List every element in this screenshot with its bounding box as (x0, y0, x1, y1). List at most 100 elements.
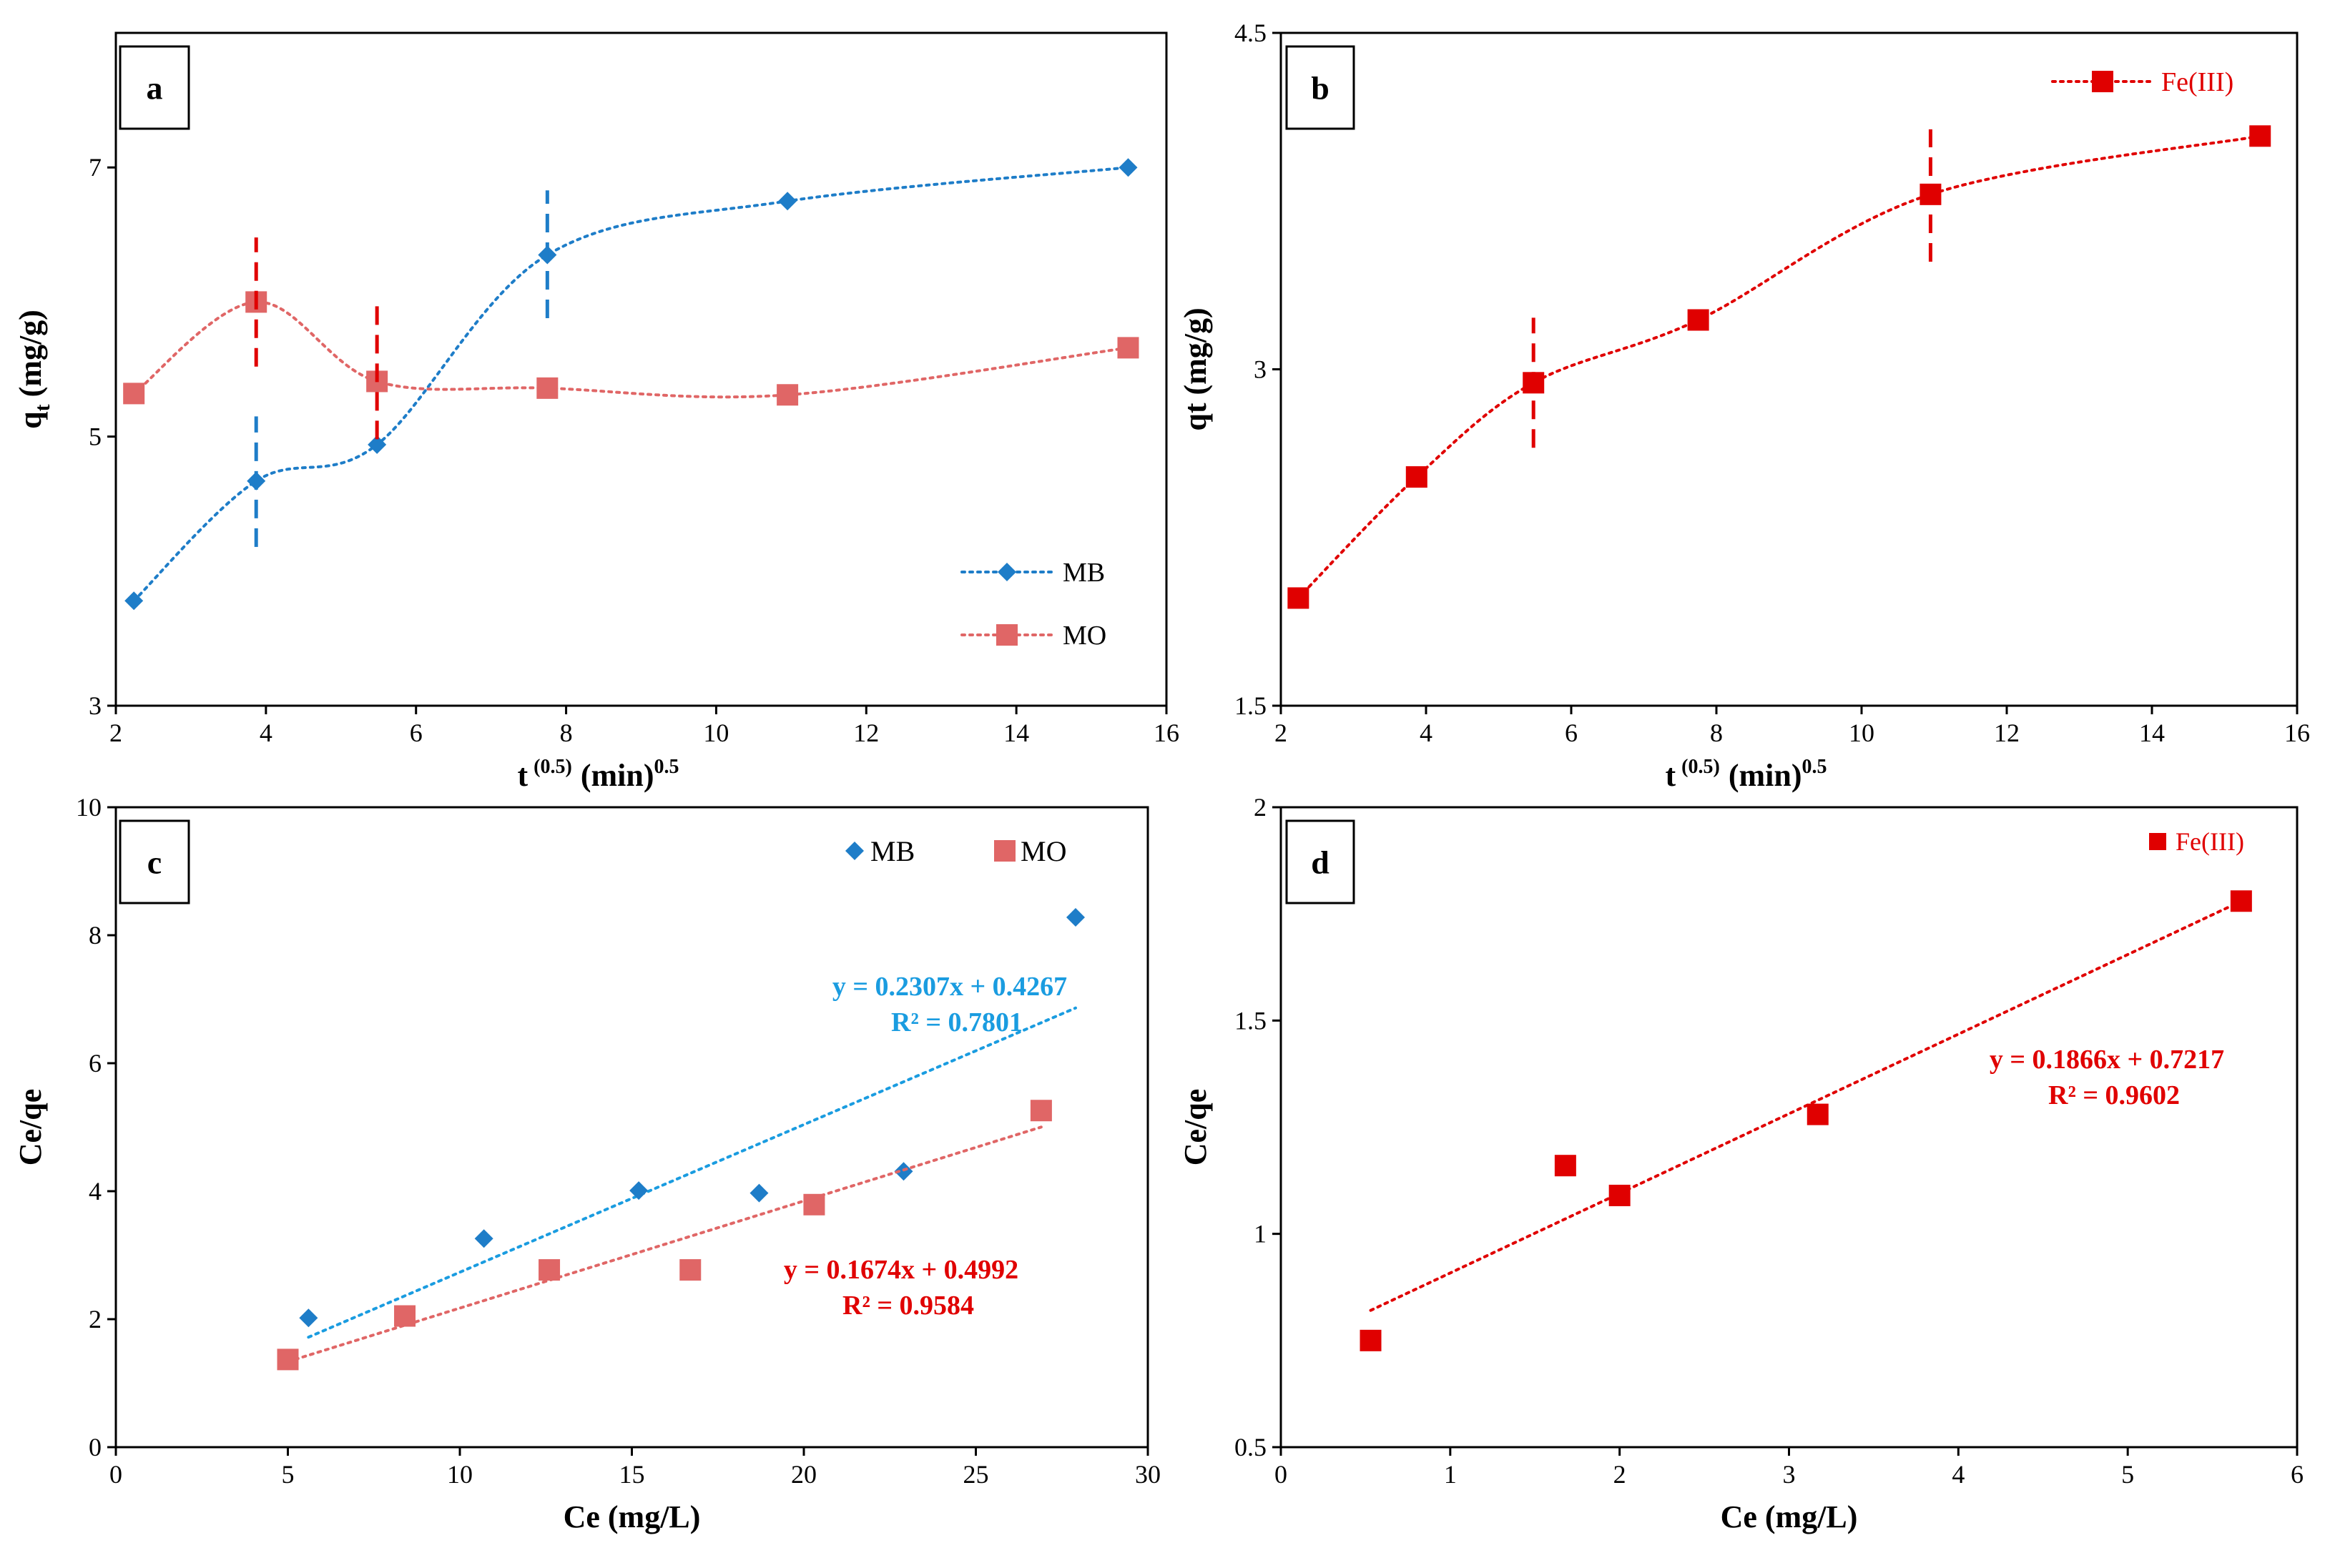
panel-label: b (1311, 70, 1329, 107)
x-tick-label: 2 (1613, 1460, 1626, 1489)
data-point (1405, 466, 1427, 488)
legend-label: MO (1063, 621, 1106, 651)
data-point (536, 377, 559, 399)
x-tick-label: 25 (963, 1460, 989, 1489)
x-axis-label-main: t (518, 758, 529, 793)
x-axis-label-sup: (0.5) (1681, 756, 1720, 778)
y-tick-label: 2 (89, 1305, 102, 1333)
x-tick-label: 6 (410, 719, 423, 747)
data-point (679, 1259, 702, 1281)
data-point (803, 1193, 825, 1216)
trend-r-squared: R² = 0.9584 (842, 1291, 974, 1321)
x-axis-label-unit: (min) (1729, 758, 1802, 793)
x-tick-label: 15 (619, 1460, 645, 1489)
data-point (123, 383, 145, 405)
x-axis-label-unit-sup: 0.5 (1801, 756, 1827, 778)
data-point (394, 1305, 416, 1327)
data-point (1360, 1329, 1382, 1351)
data-point (629, 1181, 649, 1200)
legend-label: MB (1063, 558, 1105, 588)
legend-label: MO (1021, 835, 1066, 867)
panel-c: 0 5 10 15 20 25 30 0 2 4 6 8 10 Ce (mg/L) Ce/qe c y = 0.… (13, 793, 1161, 1534)
series-line (132, 166, 1130, 603)
y-tick-label: 0 (89, 1433, 102, 1461)
x-tick-label: 2 (1274, 719, 1287, 747)
trendline (286, 1125, 1043, 1364)
trendline (307, 1006, 1077, 1339)
legend-marker (2092, 71, 2113, 92)
y-tick-label: 4.5 (1234, 19, 1267, 47)
y-tick-label: 2 (1254, 793, 1267, 822)
data-point (778, 192, 797, 211)
panel-label: a (147, 70, 163, 107)
x-tick-label: 12 (853, 719, 879, 747)
y-axis-label-main: Ce/qe (1178, 1089, 1213, 1166)
x-axis-label-main: t (1666, 758, 1676, 793)
x-axis-label-unit: (min) (581, 758, 654, 793)
data-point (1030, 1100, 1052, 1122)
x-tick-label: 1 (1444, 1460, 1457, 1489)
x-tick-label: 16 (2284, 719, 2310, 747)
y-tick-label: 10 (76, 793, 102, 822)
panel-label-box (119, 45, 190, 130)
legend-label: MB (870, 835, 915, 867)
data-point (368, 435, 387, 454)
trend-r-squared: R² = 0.9602 (2048, 1080, 2180, 1110)
y-tick-label: 5 (89, 423, 102, 451)
legend-marker (996, 624, 1018, 646)
data-point (1119, 158, 1138, 177)
data-point (277, 1348, 299, 1371)
y-axis-label: qt (mg/g) (1178, 307, 1213, 430)
data-point (894, 1162, 913, 1181)
data-point (2230, 890, 2252, 912)
data-point (1117, 337, 1139, 359)
x-tick-label: 0 (109, 1460, 122, 1489)
x-tick-label: 5 (282, 1460, 295, 1489)
y-tick-label: 4 (89, 1177, 102, 1205)
x-tick-label: 20 (791, 1460, 817, 1489)
series-fe-iii- (1360, 890, 2252, 1351)
data-point (1554, 1155, 1576, 1177)
series-mo (277, 1100, 1052, 1371)
data-point (1687, 309, 1709, 331)
data-point (299, 1308, 318, 1328)
y-tick-label: 0.5 (1234, 1433, 1267, 1461)
y-tick-label: 3 (89, 691, 102, 720)
y-axis-label-main: qt (mg/g) (1178, 307, 1213, 430)
data-point (2249, 125, 2271, 147)
y-axis-label: Ce/qe (1178, 1089, 1213, 1166)
y-axis-label: Ce/qe (13, 1089, 48, 1166)
y-tick-label: 1.5 (1234, 1006, 1267, 1035)
panel-d: 0 1 2 3 4 5 6 0.5 1 1.5 2 Ce (mg/L) Ce/qe d y = 0.1866… (1178, 793, 2304, 1534)
x-axis-label: t (0.5) (min)0.5 (1666, 756, 1827, 793)
x-axis-label: Ce (mg/L) (564, 1499, 701, 1534)
data-point (124, 591, 144, 611)
panel-b: 2 4 6 8 10 12 14 16 1.5 3 4.5 t (0.5) (min)0.5 qt (mg/… (1178, 19, 2310, 793)
x-tick-label: 8 (560, 719, 573, 747)
x-tick-label: 14 (1003, 719, 1029, 747)
trendline (1369, 899, 2243, 1312)
legend-marker (2149, 833, 2166, 850)
x-tick-label: 3 (1783, 1460, 1796, 1489)
trend-equation: y = 0.1866x + 0.7217 (1990, 1045, 2224, 1075)
series-mb (299, 907, 1085, 1339)
x-axis-label: t (0.5) (min)0.5 (518, 756, 679, 793)
y-tick-label: 8 (89, 921, 102, 950)
y-tick-label: 6 (89, 1049, 102, 1078)
x-tick-label: 10 (1849, 719, 1874, 747)
y-tick-label: 7 (89, 153, 102, 182)
legend-marker (845, 842, 864, 860)
y-axis-label-sub: t (31, 404, 54, 411)
data-point (474, 1229, 493, 1248)
data-point (1807, 1103, 1829, 1125)
x-tick-label: 12 (1994, 719, 2020, 747)
y-axis-label-unit: (mg/g) (13, 310, 48, 397)
x-tick-label: 5 (2121, 1460, 2134, 1489)
y-tick-label: 1.5 (1234, 691, 1267, 720)
data-point (1608, 1184, 1631, 1206)
x-axis-label-main: Ce (mg/L) (564, 1499, 701, 1534)
panel-label: c (147, 844, 162, 881)
